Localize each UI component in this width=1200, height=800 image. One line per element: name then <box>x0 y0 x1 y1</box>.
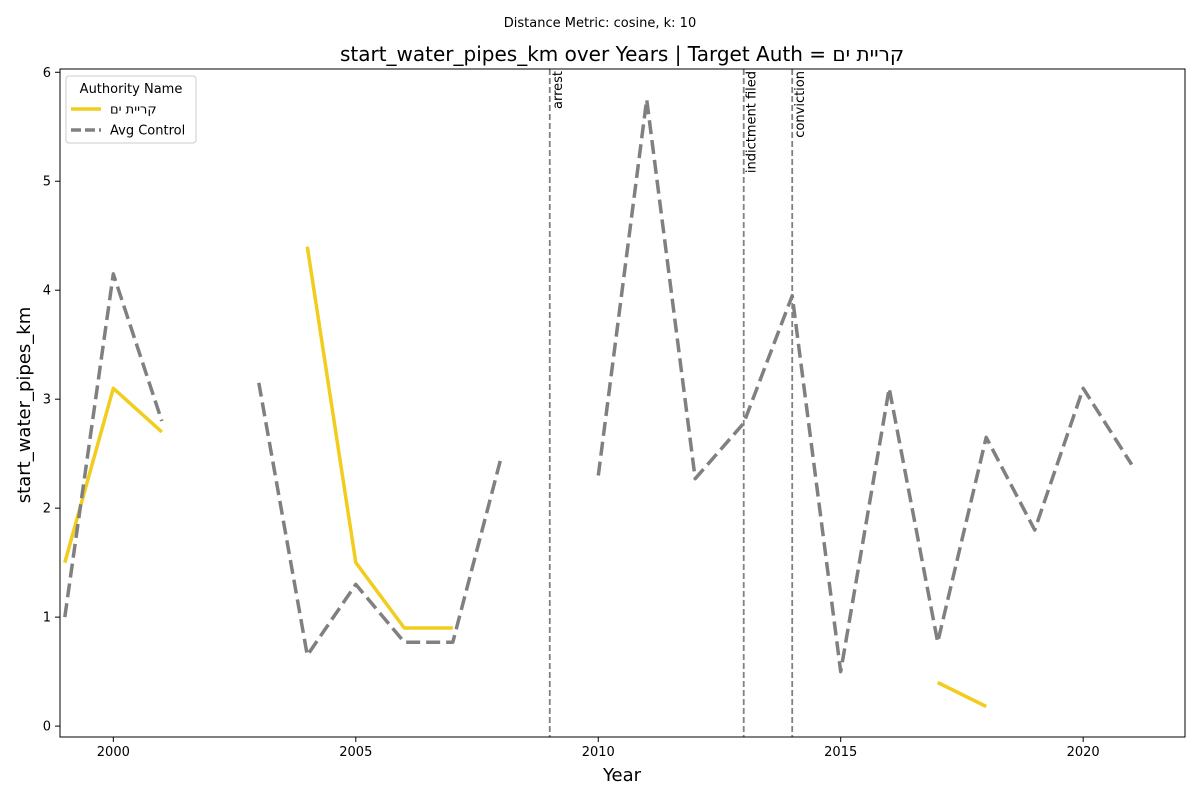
event-label: arrest <box>551 71 566 109</box>
x-tick-label: 2010 <box>582 745 615 760</box>
y-tick-label: 5 <box>43 175 51 190</box>
x-tick-label: 2000 <box>97 745 130 760</box>
event-label: indictment filed <box>745 71 760 173</box>
x-axis-label: Year <box>602 765 642 786</box>
series-line-target <box>936 680 987 709</box>
legend-label-target: קריית ים <box>110 103 157 118</box>
y-axis-label: start_water_pipes_km <box>14 307 35 503</box>
series-line-target <box>63 386 163 564</box>
y-tick-label: 2 <box>43 502 51 517</box>
plot-frame <box>59 68 1186 738</box>
legend-label-avg-control: Avg Control <box>110 124 185 139</box>
series-line-target <box>305 246 453 630</box>
x-tick-label: 2015 <box>824 745 857 760</box>
legend-box <box>65 75 197 144</box>
chart-suptitle: Distance Metric: cosine, k: 10 <box>504 16 696 31</box>
y-tick-label: 1 <box>43 611 51 626</box>
series-line-avg-control <box>63 272 164 618</box>
y-tick-label: 6 <box>43 66 51 81</box>
event-label: conviction <box>793 71 808 138</box>
y-tick-label: 3 <box>43 393 51 408</box>
legend: Authority Name קריית ים Avg Control <box>65 75 197 144</box>
series-line-avg-control <box>596 97 1134 674</box>
x-tick-label: 2005 <box>339 745 372 760</box>
series-line-avg-control <box>257 382 503 658</box>
y-tick-label: 0 <box>43 720 51 735</box>
y-tick-label: 4 <box>43 284 51 299</box>
legend-title: Authority Name <box>80 82 183 97</box>
x-tick-label: 2020 <box>1067 745 1100 760</box>
chart-title: start_water_pipes_km over Years | Target… <box>340 42 904 66</box>
